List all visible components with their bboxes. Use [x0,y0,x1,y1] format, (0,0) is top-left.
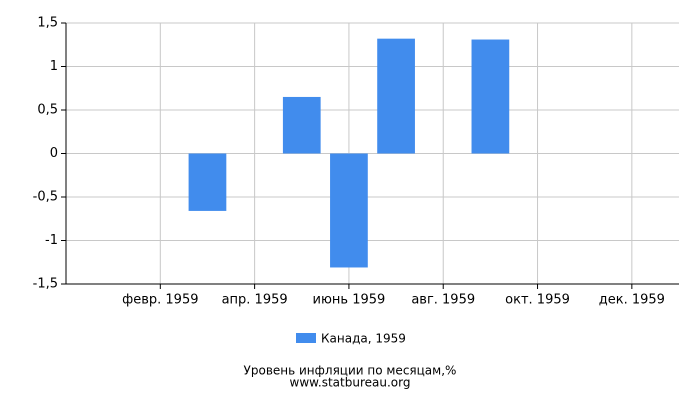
y-tick-label: 1,5 [37,16,58,31]
x-tick-label: дек. 1959 [599,293,665,308]
y-tick-label: 0,5 [37,103,58,118]
y-tick-label: -1 [45,233,58,248]
y-tick-label: 0 [50,146,58,161]
bar [471,39,510,154]
legend-swatch [296,333,316,343]
x-tick-label: апр. 1959 [222,293,288,308]
x-tick-label: июнь 1959 [313,293,386,308]
chart-title: Уровень инфляции по месяцам,% [244,364,457,378]
y-tick-label: -1,5 [33,277,58,292]
y-tick-label: 1 [50,59,58,74]
legend-label: Канада, 1959 [321,332,406,346]
y-tick-label: -0,5 [33,190,58,205]
bar [377,38,415,154]
chart-subtitle: www.statbureau.org [290,376,411,390]
x-tick-label: авг. 1959 [411,293,475,308]
bar [282,96,321,154]
x-tick-label: февр. 1959 [122,293,198,308]
x-tick-label: окт. 1959 [505,293,570,308]
bar [330,153,368,268]
bar [188,153,227,211]
